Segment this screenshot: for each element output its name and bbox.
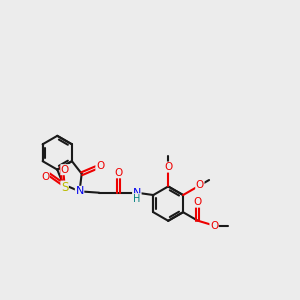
Text: S: S — [61, 181, 68, 194]
Text: O: O — [114, 168, 122, 178]
Text: O: O — [210, 220, 218, 231]
Text: O: O — [196, 180, 204, 190]
Text: O: O — [41, 172, 49, 182]
Text: N: N — [75, 186, 84, 196]
Text: H: H — [133, 194, 140, 204]
Text: O: O — [164, 162, 172, 172]
Text: O: O — [61, 165, 69, 175]
Text: N: N — [133, 188, 141, 198]
Text: O: O — [194, 197, 202, 207]
Text: O: O — [96, 161, 104, 171]
